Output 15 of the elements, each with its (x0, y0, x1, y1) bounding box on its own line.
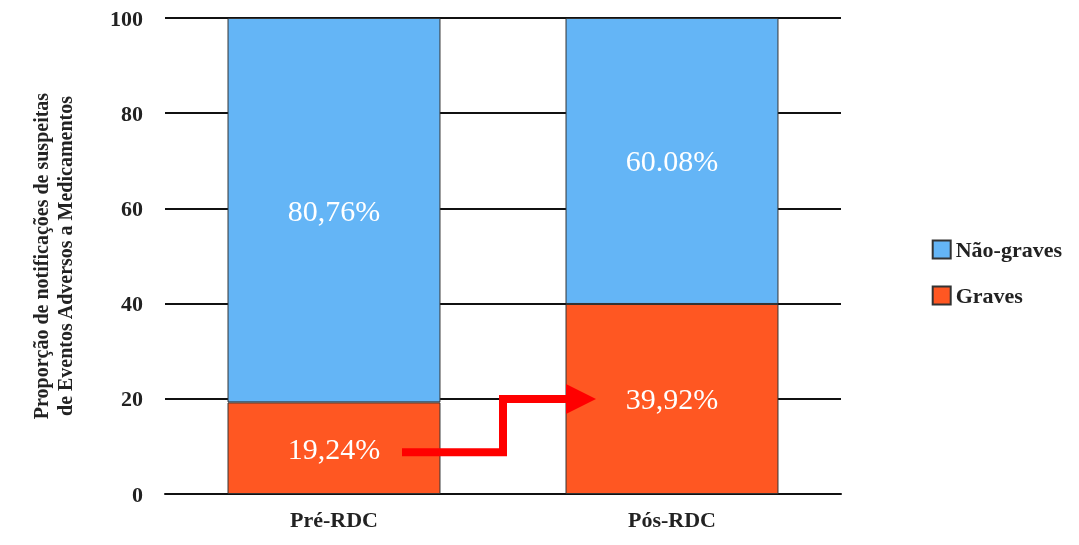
data-label: 19,24% (287, 431, 381, 465)
x-tick-label: Pós-RDC (628, 506, 716, 532)
y-tick-label: 40 (121, 291, 143, 317)
y-tick-label: 0 (132, 481, 143, 507)
data-label: 39,92% (625, 382, 719, 416)
y-tick-label: 20 (121, 386, 143, 412)
y-axis-title: Proporção de notificações de suspeitas de Eventos Adversos a Medicamentos (30, 92, 76, 420)
legend-label: Não-graves (955, 237, 1063, 262)
y-tick-label: 60 (121, 195, 143, 221)
x-tick-label: Pré-RDC (290, 506, 378, 532)
y-tick-label: 100 (110, 5, 143, 31)
y-tick-label: 80 (121, 100, 143, 126)
data-label: 80,76% (287, 193, 381, 227)
legend-label: Graves (955, 283, 1024, 308)
data-label: 60.08% (625, 144, 719, 178)
